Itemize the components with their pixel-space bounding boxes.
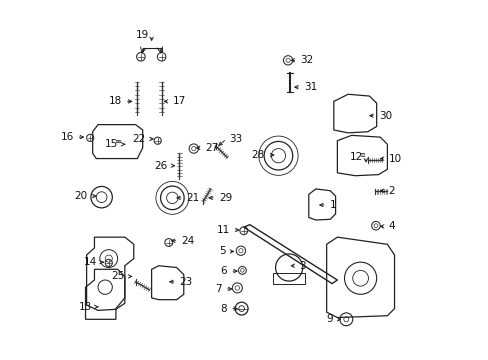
Text: 19: 19 [135,30,148,40]
Text: 20: 20 [74,191,87,201]
Text: 9: 9 [325,314,332,324]
Text: 23: 23 [179,277,192,287]
Text: ≡: ≡ [359,153,365,159]
Text: 32: 32 [300,55,313,65]
Text: 26: 26 [154,161,167,171]
Text: 5: 5 [219,247,225,256]
Text: 18: 18 [108,96,122,107]
Text: 7: 7 [215,284,222,294]
Text: 24: 24 [181,236,194,246]
Text: 6: 6 [220,266,227,276]
Text: 27: 27 [205,143,218,153]
Text: 8: 8 [220,303,227,314]
Text: 31: 31 [303,82,316,92]
Text: 21: 21 [186,193,200,203]
Text: 4: 4 [387,221,394,231]
Text: 33: 33 [229,134,242,144]
Text: 15: 15 [105,139,118,149]
Text: 30: 30 [378,111,391,121]
Text: 13: 13 [78,302,91,312]
Text: 22: 22 [132,134,145,144]
Text: 14: 14 [83,257,97,267]
Text: 17: 17 [172,96,185,107]
Text: 12: 12 [349,152,363,162]
Text: 2: 2 [387,186,394,196]
Text: 25: 25 [111,271,124,282]
Text: 29: 29 [218,193,231,203]
Text: 16: 16 [61,132,74,142]
Text: 1: 1 [329,200,335,210]
Text: 3: 3 [299,261,305,271]
Text: 11: 11 [217,225,230,235]
Text: 28: 28 [251,150,264,160]
Text: 10: 10 [387,154,401,163]
Text: ≡: ≡ [114,137,121,146]
